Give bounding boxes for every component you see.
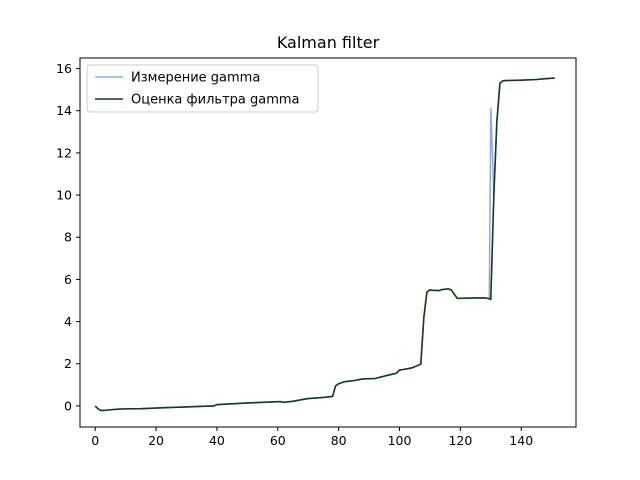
x-tick-label: 0 xyxy=(91,433,99,448)
x-tick-label: 140 xyxy=(509,433,533,448)
x-tick-label: 40 xyxy=(209,433,225,448)
x-tick-label: 100 xyxy=(388,433,412,448)
y-tick-label: 10 xyxy=(56,188,72,203)
series-layer xyxy=(94,77,555,412)
plot-frame xyxy=(79,57,577,428)
y-axis: 0 2 4 6 8 10 12 14 16 xyxy=(56,61,80,413)
y-tick-label: 8 xyxy=(64,230,72,245)
y-tick-label: 0 xyxy=(64,398,72,413)
y-tick-label: 6 xyxy=(64,272,72,287)
legend-label: Оценка фильтра gamma xyxy=(131,93,300,108)
x-tick-label: 60 xyxy=(270,433,286,448)
y-tick-label: 16 xyxy=(56,61,72,76)
y-tick-label: 14 xyxy=(56,103,72,118)
y-tick-label: 2 xyxy=(64,356,72,371)
x-axis: 0 20 40 60 80 100 120 140 xyxy=(91,427,533,448)
series-line-1 xyxy=(94,77,555,412)
chart-title: Kalman filter xyxy=(277,33,380,52)
legend: Измерение gamma Оценка фильтра gamma xyxy=(86,64,319,113)
series-line-2 xyxy=(94,77,555,412)
y-tick-label: 4 xyxy=(64,314,72,329)
y-tick-label: 12 xyxy=(56,145,72,160)
x-tick-label: 80 xyxy=(331,433,347,448)
x-tick-label: 120 xyxy=(448,433,472,448)
legend-box xyxy=(86,64,319,113)
legend-label: Измерение gamma xyxy=(131,71,260,86)
x-tick-label: 20 xyxy=(148,433,164,448)
